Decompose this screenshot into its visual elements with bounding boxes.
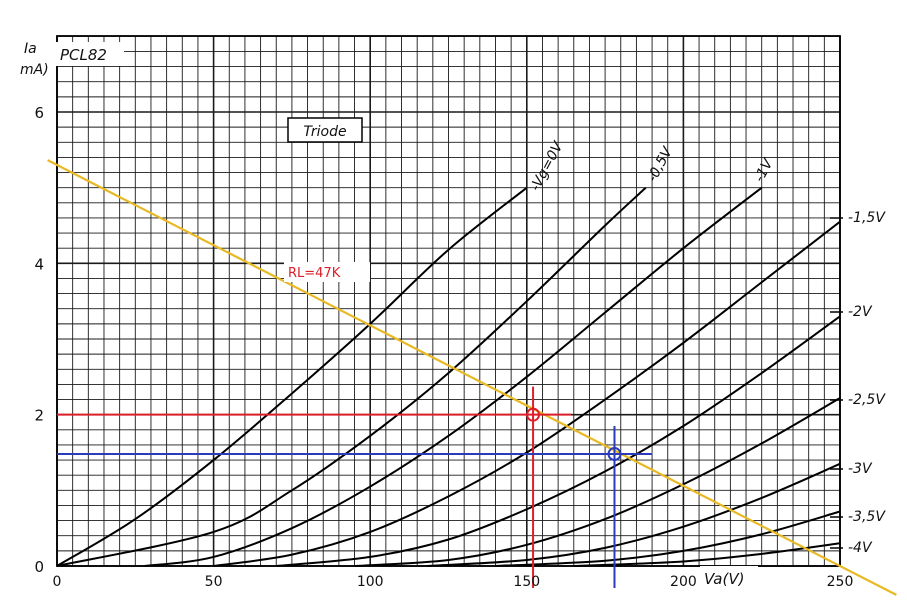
curve--3V — [426, 462, 841, 567]
x-tick-label: 200 — [670, 574, 697, 590]
curve--1-5V — [213, 220, 841, 567]
subtitle-box — [287, 117, 363, 143]
y-tick-label: 6 — [34, 104, 44, 122]
chart-title: PCL82 — [60, 46, 107, 64]
load-line-label: RL=47K — [288, 266, 341, 281]
series-label-bg — [843, 388, 901, 408]
x-tick-label: 150 — [513, 574, 540, 590]
curve--Vg-0V — [56, 186, 528, 567]
series-label: -Vg=0V — [527, 138, 567, 194]
series-label: -1,5V — [848, 210, 886, 226]
series-label: -2V — [848, 304, 873, 320]
series-label: -3,5V — [848, 509, 886, 525]
curve--0-5V — [56, 186, 647, 567]
load-line — [47, 159, 897, 596]
curve--2-5V — [354, 397, 841, 567]
x-axis-label: Va(V) — [704, 570, 744, 588]
curve--2V — [276, 315, 841, 567]
series-label: -0,5V — [644, 144, 676, 185]
load-label-bg — [284, 262, 370, 282]
y-axis-label-line1: Ia — [24, 41, 37, 57]
series-label-bg — [843, 457, 901, 477]
x-tick-label: 0 — [53, 574, 62, 590]
title-bg — [56, 42, 124, 66]
operating-point-overlays — [47, 159, 897, 596]
operating-point-marker — [526, 407, 541, 422]
y-tick-label: 2 — [34, 407, 44, 425]
curve--4V — [573, 542, 841, 567]
series-label: -4V — [848, 540, 873, 556]
y-tick-label: 0 — [34, 558, 44, 576]
x-tick-label: 250 — [827, 574, 854, 590]
curve--1V — [144, 186, 763, 567]
series-label: -2,5V — [848, 392, 886, 408]
series-label-bg — [843, 300, 901, 320]
curve--3-5V — [495, 510, 841, 567]
series-label-bg — [843, 536, 901, 556]
x-label-bg — [700, 566, 758, 590]
y-tick-label: 4 — [34, 255, 44, 273]
x-tick-label: 100 — [357, 574, 384, 590]
y-axis-label-line2: mA) — [20, 62, 49, 78]
chart-subtitle: Triode — [303, 124, 346, 140]
x-tick-label: 50 — [205, 574, 223, 590]
axis-ticks: 0 50 100 150 200 250 0 2 4 6 — [34, 104, 853, 590]
series-labels: -Vg=0V -0,5V -1V -1,5V -2V -2,5V -3V -3,5V -4V — [527, 138, 901, 556]
series-label: -1V — [751, 155, 777, 185]
series-label-bg — [843, 505, 901, 525]
series-label: -3V — [848, 461, 873, 477]
series-label-bg — [843, 206, 901, 226]
plot-frame — [56, 35, 841, 567]
grid — [56, 35, 841, 567]
chart-texts: Triode PCL82 Ia mA) Va(V) RL=47K — [20, 41, 758, 590]
operating-point-marker — [607, 447, 622, 462]
